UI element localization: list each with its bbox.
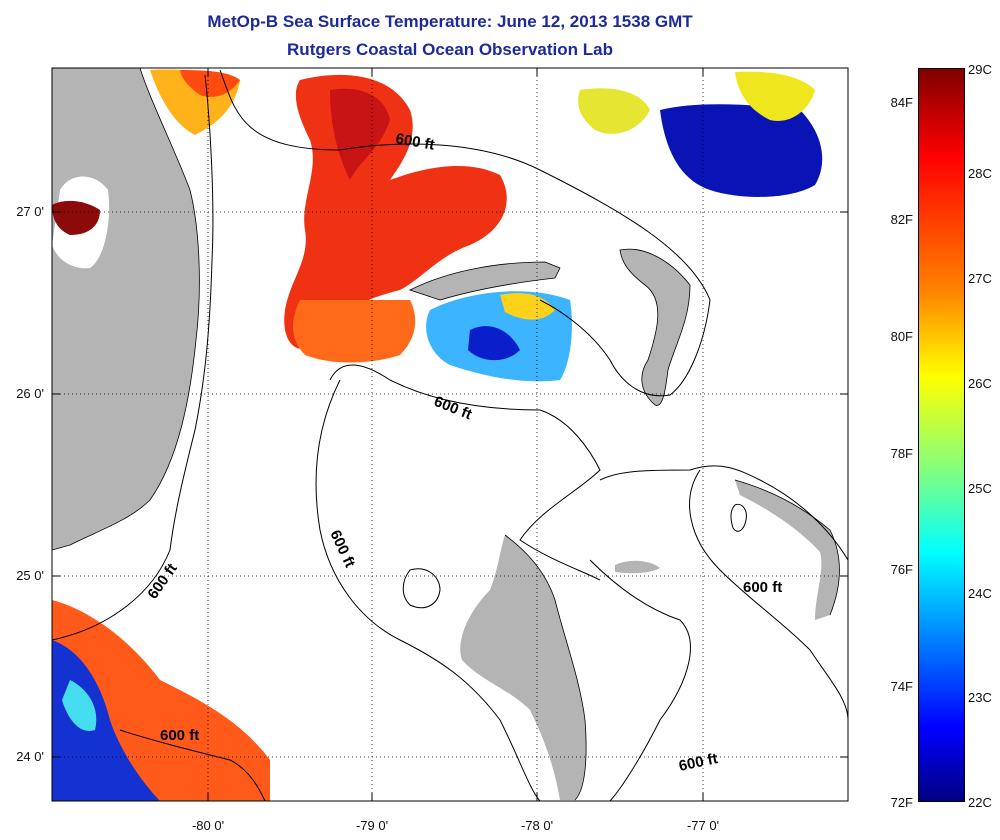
sst-warm-core [330, 88, 390, 180]
colorbar-f-label: 80F [890, 329, 913, 344]
sst-sw-blue [52, 640, 160, 801]
colorbar-c-label: 25C [968, 481, 992, 496]
depth-contours [52, 69, 848, 801]
colorbar-c-label: 24C [968, 586, 992, 601]
contour-label: 600 ft [144, 560, 180, 602]
colorbar-f-label: 84F [890, 95, 913, 110]
small-island-land [615, 560, 660, 574]
grid-lines [52, 68, 848, 801]
colorbar-f-label: 76F [890, 562, 913, 577]
colorbar-c-label: 28C [968, 166, 992, 181]
grand-bahama-land [410, 262, 560, 300]
contour-label: 600 ft [743, 579, 782, 596]
colorbar-c-label: 22C [968, 795, 992, 810]
contour-label: 600 ft [326, 528, 358, 571]
y-tick-label: 27 0' [16, 204, 44, 219]
colorbar-f-label: 82F [890, 212, 913, 227]
x-tick-label: -79 0' [355, 818, 389, 833]
sst-small-red [52, 200, 100, 235]
contour-label: 600 ft [160, 727, 199, 744]
x-tick-label: -78 0' [520, 818, 554, 833]
y-tick-label: 26 0' [16, 386, 44, 401]
contour-label: 600 ft [394, 130, 436, 154]
contour-label: 600 ft [677, 750, 719, 775]
map-title: MetOp-B Sea Surface Temperature: June 12… [207, 12, 693, 31]
abaco-land [620, 249, 690, 406]
x-tick-label: -77 0' [686, 818, 720, 833]
sst-ne-west [578, 88, 650, 134]
sst-orange-south [293, 300, 416, 363]
coastlines [52, 68, 840, 801]
colorbar [918, 68, 965, 802]
andros-land [460, 535, 587, 800]
sst-ne-yellow [735, 71, 815, 121]
colorbar-f-label: 74F [890, 679, 913, 694]
colorbar-c-label: 23C [968, 690, 992, 705]
colorbar-c-label: 26C [968, 376, 992, 391]
contour-label: 600 ft [432, 393, 475, 423]
sst-sw-cyan [62, 680, 97, 731]
x-tick-label: -80 0' [191, 818, 225, 833]
axis-ticks [52, 68, 848, 801]
colorbar-c-label: 27C [968, 271, 992, 286]
map-subtitle: Rutgers Coastal Ocean Observation Lab [287, 40, 613, 59]
y-tick-label: 24 0' [16, 749, 44, 764]
colorbar-f-label: 78F [890, 446, 913, 461]
sst-mixed-blue [468, 326, 520, 361]
y-tick-label: 25 0' [16, 568, 44, 583]
eleuthera-land [735, 480, 840, 620]
colorbar-f-label: 72F [890, 795, 913, 810]
plot-frame [51, 67, 849, 802]
sst-red-nw [180, 70, 240, 97]
contour-labels: 600 ft 600 ft 600 ft 600 ft 600 ft 600 f… [144, 130, 782, 744]
colorbar-gradient [919, 69, 964, 801]
sst-mixed-yellow [500, 293, 555, 320]
colorbar-c-label: 29C [968, 62, 992, 77]
florida-land [52, 68, 200, 550]
sst-ne-blue [660, 104, 823, 197]
